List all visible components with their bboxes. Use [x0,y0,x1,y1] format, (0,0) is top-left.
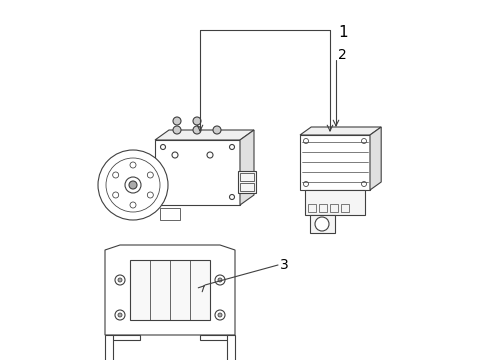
Bar [309,215,334,233]
Circle shape [314,217,328,231]
Bar [305,190,364,215]
Circle shape [125,177,141,193]
Bar [318,204,326,212]
Circle shape [112,172,119,178]
Circle shape [215,310,224,320]
Bar [240,173,253,181]
Circle shape [160,144,165,149]
Polygon shape [299,135,369,190]
Polygon shape [155,130,253,140]
Bar [307,204,315,212]
Text: 1: 1 [337,24,347,40]
Bar [238,171,256,193]
Circle shape [160,194,165,199]
Circle shape [173,117,181,125]
Circle shape [173,126,181,134]
Circle shape [118,278,122,282]
Polygon shape [130,260,209,320]
Circle shape [112,192,119,198]
Circle shape [172,152,178,158]
Circle shape [130,162,136,168]
Circle shape [218,278,222,282]
Circle shape [229,144,234,149]
Polygon shape [160,208,180,220]
Bar [329,204,337,212]
Circle shape [147,172,153,178]
Polygon shape [226,335,235,360]
Polygon shape [105,245,235,335]
Text: 3: 3 [280,258,288,272]
Circle shape [303,139,308,144]
Polygon shape [299,127,381,135]
Polygon shape [105,335,113,360]
Circle shape [361,181,366,186]
Bar [240,183,253,191]
Circle shape [129,181,137,189]
Circle shape [147,192,153,198]
Circle shape [206,152,213,158]
Circle shape [193,126,201,134]
Circle shape [115,275,125,285]
Circle shape [115,310,125,320]
Polygon shape [155,140,240,205]
Polygon shape [369,127,381,190]
Circle shape [130,202,136,208]
Circle shape [98,150,168,220]
Text: 2: 2 [337,48,346,62]
Circle shape [118,313,122,317]
Circle shape [218,313,222,317]
Circle shape [229,194,234,199]
Circle shape [193,117,201,125]
Polygon shape [240,130,253,205]
Circle shape [303,181,308,186]
Polygon shape [110,335,140,340]
Polygon shape [200,335,229,340]
Circle shape [106,158,160,212]
Circle shape [213,126,221,134]
Circle shape [361,139,366,144]
Bar [340,204,348,212]
Circle shape [215,275,224,285]
